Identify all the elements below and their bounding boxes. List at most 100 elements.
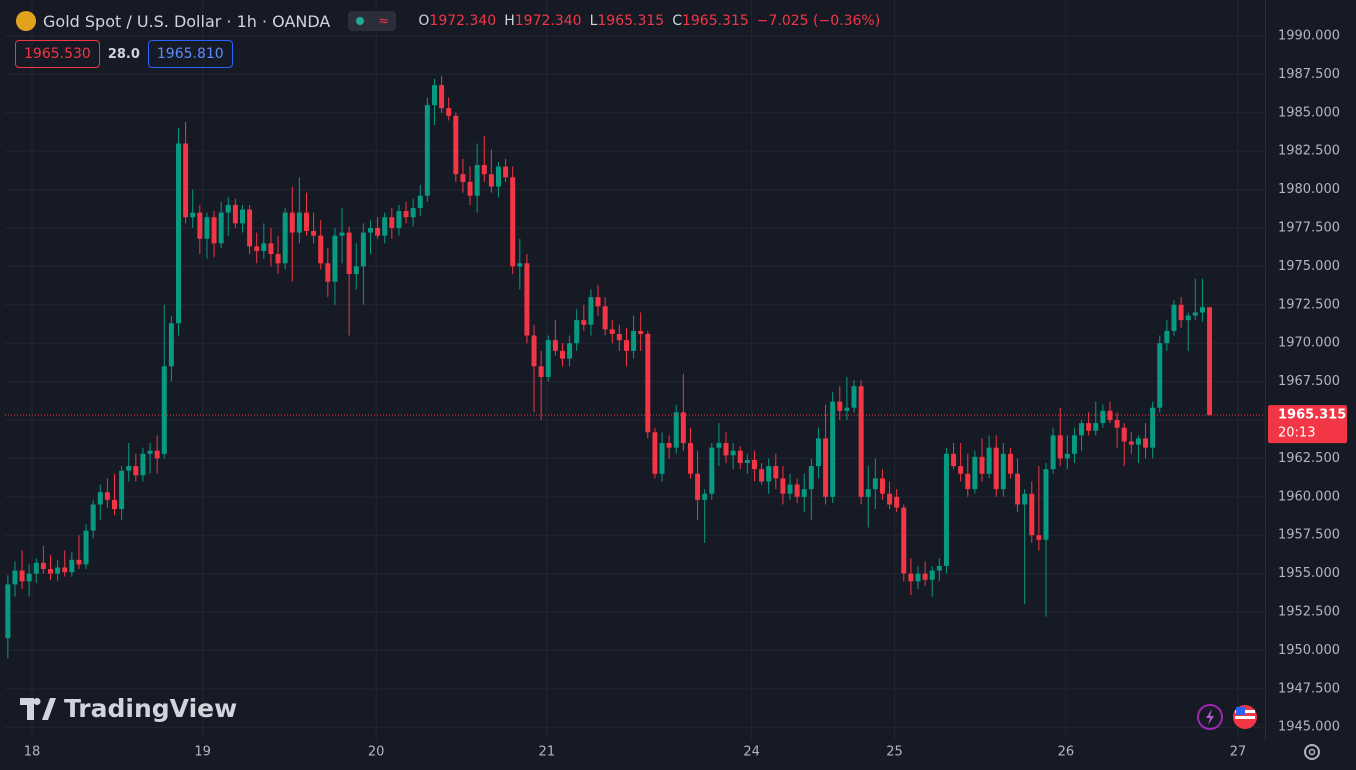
candle-body — [638, 330, 644, 334]
ohlc-value: 1972.340 — [514, 13, 582, 29]
candle-body — [232, 204, 238, 224]
lightning-icon — [1206, 709, 1214, 725]
candle-body — [225, 204, 231, 213]
candle-body — [62, 567, 68, 573]
candle-body — [559, 350, 565, 359]
candle-body — [1171, 304, 1177, 331]
logo-icon — [20, 697, 56, 720]
last-price-tag — [1268, 405, 1347, 444]
candle-body — [837, 401, 843, 411]
x-tick-label: 19 — [194, 745, 211, 760]
candle-body — [424, 105, 430, 196]
candle-body — [147, 450, 153, 454]
candle-body — [510, 177, 516, 267]
candle-body — [161, 366, 167, 454]
candle-body — [40, 562, 46, 570]
candle-body — [55, 567, 61, 574]
candle-body — [5, 584, 11, 639]
quote: 1965.530 28.0 1965.810 — [15, 40, 233, 68]
y-tick-label: 1980.000 — [1278, 182, 1340, 197]
candle-body — [1100, 410, 1106, 424]
status-pill[interactable]: ≈ — [348, 11, 397, 31]
y-tick-label: 1957.500 — [1278, 528, 1340, 543]
candle-body — [1114, 420, 1120, 428]
candle-body — [695, 473, 701, 500]
candle-body — [76, 559, 82, 565]
candle-body — [254, 246, 260, 252]
candle-body — [282, 212, 288, 264]
lightning-button[interactable] — [1197, 704, 1223, 730]
candle-body — [1022, 493, 1028, 505]
candle-body — [595, 297, 601, 307]
candle-body — [723, 443, 729, 456]
candle-body — [467, 181, 473, 196]
y-tick-label: 1960.000 — [1278, 489, 1340, 504]
candle-body — [1207, 307, 1213, 416]
ohlc-value: 1972.340 — [429, 13, 497, 29]
candle-body — [915, 573, 921, 582]
candle-body — [239, 209, 245, 224]
candle-body — [645, 333, 651, 433]
ohlc-key: L — [589, 13, 598, 29]
candle-body — [737, 450, 743, 464]
candle-body — [460, 174, 466, 182]
candle-body — [773, 466, 779, 479]
ohlc-value: 1965.315 — [597, 13, 665, 29]
candle-body — [1143, 438, 1149, 448]
candle-body — [1192, 312, 1198, 316]
candle-body — [922, 573, 928, 580]
candle-body — [417, 195, 423, 209]
candle-body — [602, 306, 608, 330]
candle-body — [453, 115, 459, 175]
candle-body — [353, 266, 359, 275]
x-tick-label: 18 — [24, 745, 41, 760]
candle-body — [1128, 441, 1134, 445]
candle-body — [979, 456, 985, 474]
candle-body — [616, 333, 622, 341]
candle-body — [844, 407, 850, 411]
candle-body — [83, 530, 89, 565]
candle-body — [879, 478, 885, 494]
candle-body — [687, 443, 693, 474]
candle-body — [190, 212, 196, 218]
settings-button[interactable] — [1304, 744, 1320, 760]
candle-body — [332, 235, 338, 282]
candle-body — [1199, 307, 1205, 313]
candle-body — [446, 108, 452, 116]
candle-body — [26, 573, 32, 582]
candle-body — [673, 412, 679, 448]
last-price-label: 1965.315 — [1278, 408, 1346, 423]
candle-body — [766, 466, 772, 482]
candle-body — [815, 438, 821, 467]
candle-body — [247, 209, 253, 247]
candle-body — [431, 85, 437, 106]
candle-body — [204, 217, 210, 239]
axes: 1945.000 1947.500 1950.000 1952.500 1955.000… — [24, 28, 1347, 760]
buy-button[interactable]: 1965.810 — [147, 40, 233, 68]
candle-body — [1043, 469, 1049, 540]
candle-body — [275, 254, 281, 264]
y-tick-label: 1975.000 — [1278, 259, 1340, 274]
candle-body — [730, 450, 736, 456]
candle-body — [261, 243, 267, 252]
candle-body — [1057, 435, 1063, 459]
candle-body — [588, 297, 594, 325]
flag-canton — [1236, 707, 1245, 715]
y-tick-label: 1977.500 — [1278, 220, 1340, 235]
symbol-title[interactable]: Gold Spot / U.S. Dollar · 1h · OANDA — [43, 11, 331, 31]
candle-body — [112, 499, 118, 510]
candle-body — [140, 453, 146, 476]
candle-body — [631, 330, 637, 351]
candle-body — [382, 217, 388, 236]
candle-body — [929, 570, 935, 580]
candle-body — [488, 174, 494, 187]
logo-text: TradingView — [64, 694, 238, 723]
candle-body — [1050, 435, 1056, 470]
y-tick-label: 1967.500 — [1278, 374, 1340, 389]
sell-button[interactable]: 1965.530 — [15, 40, 100, 68]
candle-body — [680, 412, 686, 444]
logo[interactable]: TradingView — [20, 694, 237, 723]
candle-body — [318, 235, 324, 264]
